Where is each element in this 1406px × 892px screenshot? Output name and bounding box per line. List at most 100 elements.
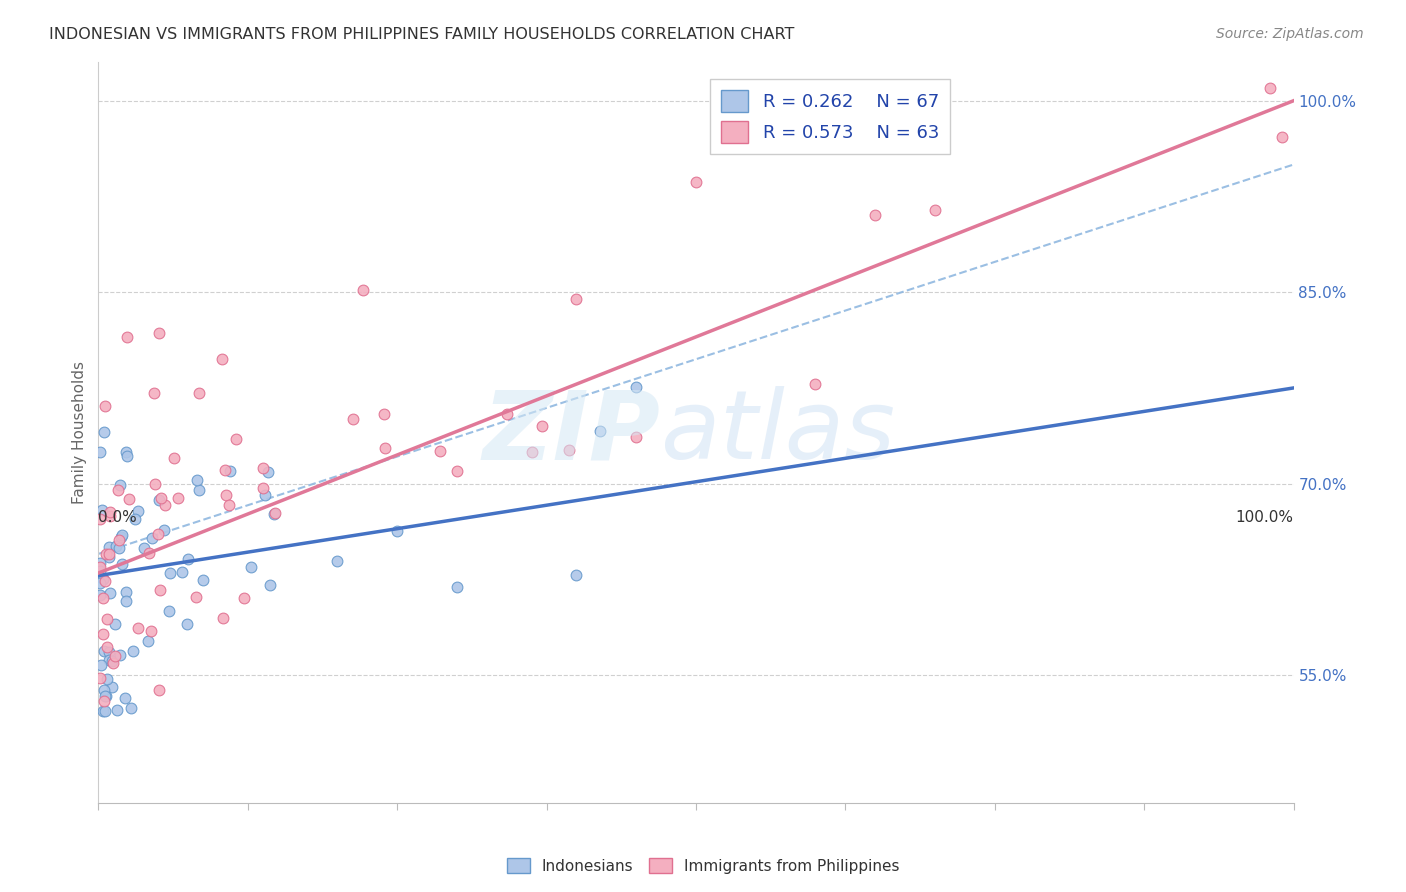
Point xyxy=(120,700,142,714)
Point xyxy=(1271,129,1294,144)
Text: 0.0%: 0.0% xyxy=(98,510,138,525)
Legend: Indonesians, Immigrants from Philippines: Indonesians, Immigrants from Philippines xyxy=(501,852,905,880)
Point xyxy=(89,559,111,574)
Point xyxy=(108,541,131,555)
Point xyxy=(114,445,136,459)
Point xyxy=(143,386,166,401)
Point xyxy=(94,689,117,703)
Point xyxy=(111,528,134,542)
Point xyxy=(115,594,138,608)
Point xyxy=(101,657,124,671)
Point xyxy=(565,568,588,582)
Point xyxy=(565,292,588,306)
Point xyxy=(98,540,121,554)
Point xyxy=(1258,81,1281,95)
Point xyxy=(148,326,170,340)
Text: Source: ZipAtlas.com: Source: ZipAtlas.com xyxy=(1216,27,1364,41)
Point xyxy=(259,577,281,591)
Point xyxy=(89,588,111,602)
Point xyxy=(326,554,349,568)
Point xyxy=(94,548,117,562)
Point xyxy=(232,591,254,605)
Point xyxy=(90,657,112,672)
Point xyxy=(136,634,159,648)
Point xyxy=(94,399,117,413)
Point xyxy=(865,208,887,222)
Point xyxy=(188,483,211,497)
Point xyxy=(429,443,451,458)
Point xyxy=(91,591,114,605)
Point xyxy=(107,533,129,547)
Point xyxy=(115,330,138,344)
Point xyxy=(93,572,115,586)
Point xyxy=(104,648,127,663)
Point xyxy=(148,492,170,507)
Point xyxy=(374,441,396,455)
Point xyxy=(446,580,468,594)
Point xyxy=(121,644,143,658)
Point xyxy=(91,627,114,641)
Point xyxy=(924,203,946,218)
Point xyxy=(93,644,115,658)
Point xyxy=(93,704,115,718)
Point xyxy=(496,407,519,421)
Point xyxy=(98,505,121,519)
Point xyxy=(115,584,138,599)
Point xyxy=(127,621,149,635)
Point xyxy=(89,444,111,458)
Point xyxy=(127,504,149,518)
Point xyxy=(96,672,118,686)
Point xyxy=(89,557,111,571)
Point xyxy=(97,653,120,667)
Point xyxy=(177,552,200,566)
Point xyxy=(139,624,162,638)
Point xyxy=(170,565,193,579)
Point xyxy=(91,704,114,718)
Point xyxy=(93,572,115,586)
Point xyxy=(155,498,177,512)
Point xyxy=(110,478,132,492)
Point xyxy=(159,566,181,581)
Point xyxy=(115,449,138,463)
Point xyxy=(96,640,118,654)
Point xyxy=(218,464,240,478)
Point xyxy=(252,460,274,475)
Point xyxy=(685,175,707,189)
Point xyxy=(98,645,121,659)
Point xyxy=(105,703,128,717)
Point xyxy=(558,442,581,457)
Point xyxy=(214,488,236,502)
Point xyxy=(257,465,280,479)
Point xyxy=(148,526,170,541)
Text: INDONESIAN VS IMMIGRANTS FROM PHILIPPINES FAMILY HOUSEHOLDS CORRELATION CHART: INDONESIAN VS IMMIGRANTS FROM PHILIPPINE… xyxy=(49,27,794,42)
Point xyxy=(98,586,121,600)
Point xyxy=(148,683,170,698)
Point xyxy=(225,432,247,446)
Point xyxy=(118,492,141,507)
Text: ZIP: ZIP xyxy=(482,386,661,479)
Point xyxy=(804,376,827,391)
Point xyxy=(104,617,127,632)
Point xyxy=(111,558,134,572)
Point xyxy=(110,531,132,545)
Point xyxy=(186,473,208,487)
Point xyxy=(91,503,114,517)
Point xyxy=(157,604,180,618)
Point xyxy=(218,498,240,512)
Point xyxy=(98,509,121,524)
Point xyxy=(254,488,277,502)
Point xyxy=(94,689,117,703)
Point xyxy=(101,654,124,668)
Point xyxy=(214,463,236,477)
Text: 100.0%: 100.0% xyxy=(1236,510,1294,525)
Point xyxy=(239,560,262,574)
Point xyxy=(263,507,285,521)
Point xyxy=(141,531,163,545)
Point xyxy=(211,611,233,625)
Point xyxy=(97,549,120,564)
Point xyxy=(186,590,208,604)
Point xyxy=(191,573,214,587)
Point xyxy=(104,540,127,554)
Point xyxy=(150,491,173,505)
Point xyxy=(107,483,129,497)
